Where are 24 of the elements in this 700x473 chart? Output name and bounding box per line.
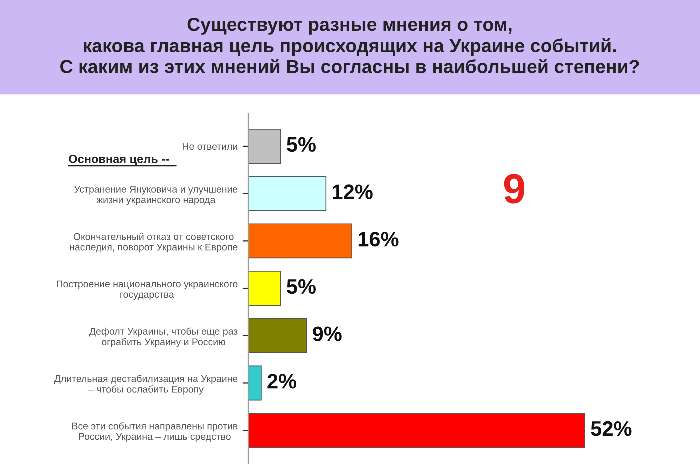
data-label: 52%	[591, 421, 632, 436]
chart-title: Существуют разные мнения о том, какова главная цель происходящих на Украине событий. С каким из этих мнений Вы согласны в наибольшей степени?	[60, 18, 640, 74]
bar	[248, 224, 352, 259]
bar	[248, 413, 586, 448]
data-label: 16%	[358, 232, 399, 247]
data-label: 2%	[268, 374, 297, 389]
y-tick-label: Длительная дестабилизация на Украине – чтобы ослабить Европу	[54, 375, 238, 395]
data-label: 9%	[313, 326, 342, 342]
annotation: 9	[504, 174, 525, 204]
text: Основная цель --	[69, 154, 170, 166]
data-label: 12%	[333, 184, 373, 200]
y-tick-label: Все эти события направлены против России, Украина – лишь средство	[72, 422, 238, 442]
bar	[248, 129, 282, 164]
y-tick-label: Устранение Януковича и улучшение жизни украинского народа	[74, 186, 238, 206]
y-tick-label: Построение национального украинского государства	[57, 280, 238, 300]
data-label: 5%	[287, 137, 316, 152]
y-tick-label: Не ответили	[182, 143, 238, 150]
bar	[248, 176, 327, 212]
bar	[248, 366, 262, 401]
bar	[248, 271, 282, 306]
y-tick-label: Дефолт Украины, чтобы еще раз ограбить Украину и Россию	[90, 328, 238, 348]
y-tick-label: Окончательный отказ от советского наследия, поворот Украины к Европе	[70, 232, 238, 253]
bar	[248, 318, 308, 354]
data-label: 5%	[287, 279, 316, 294]
